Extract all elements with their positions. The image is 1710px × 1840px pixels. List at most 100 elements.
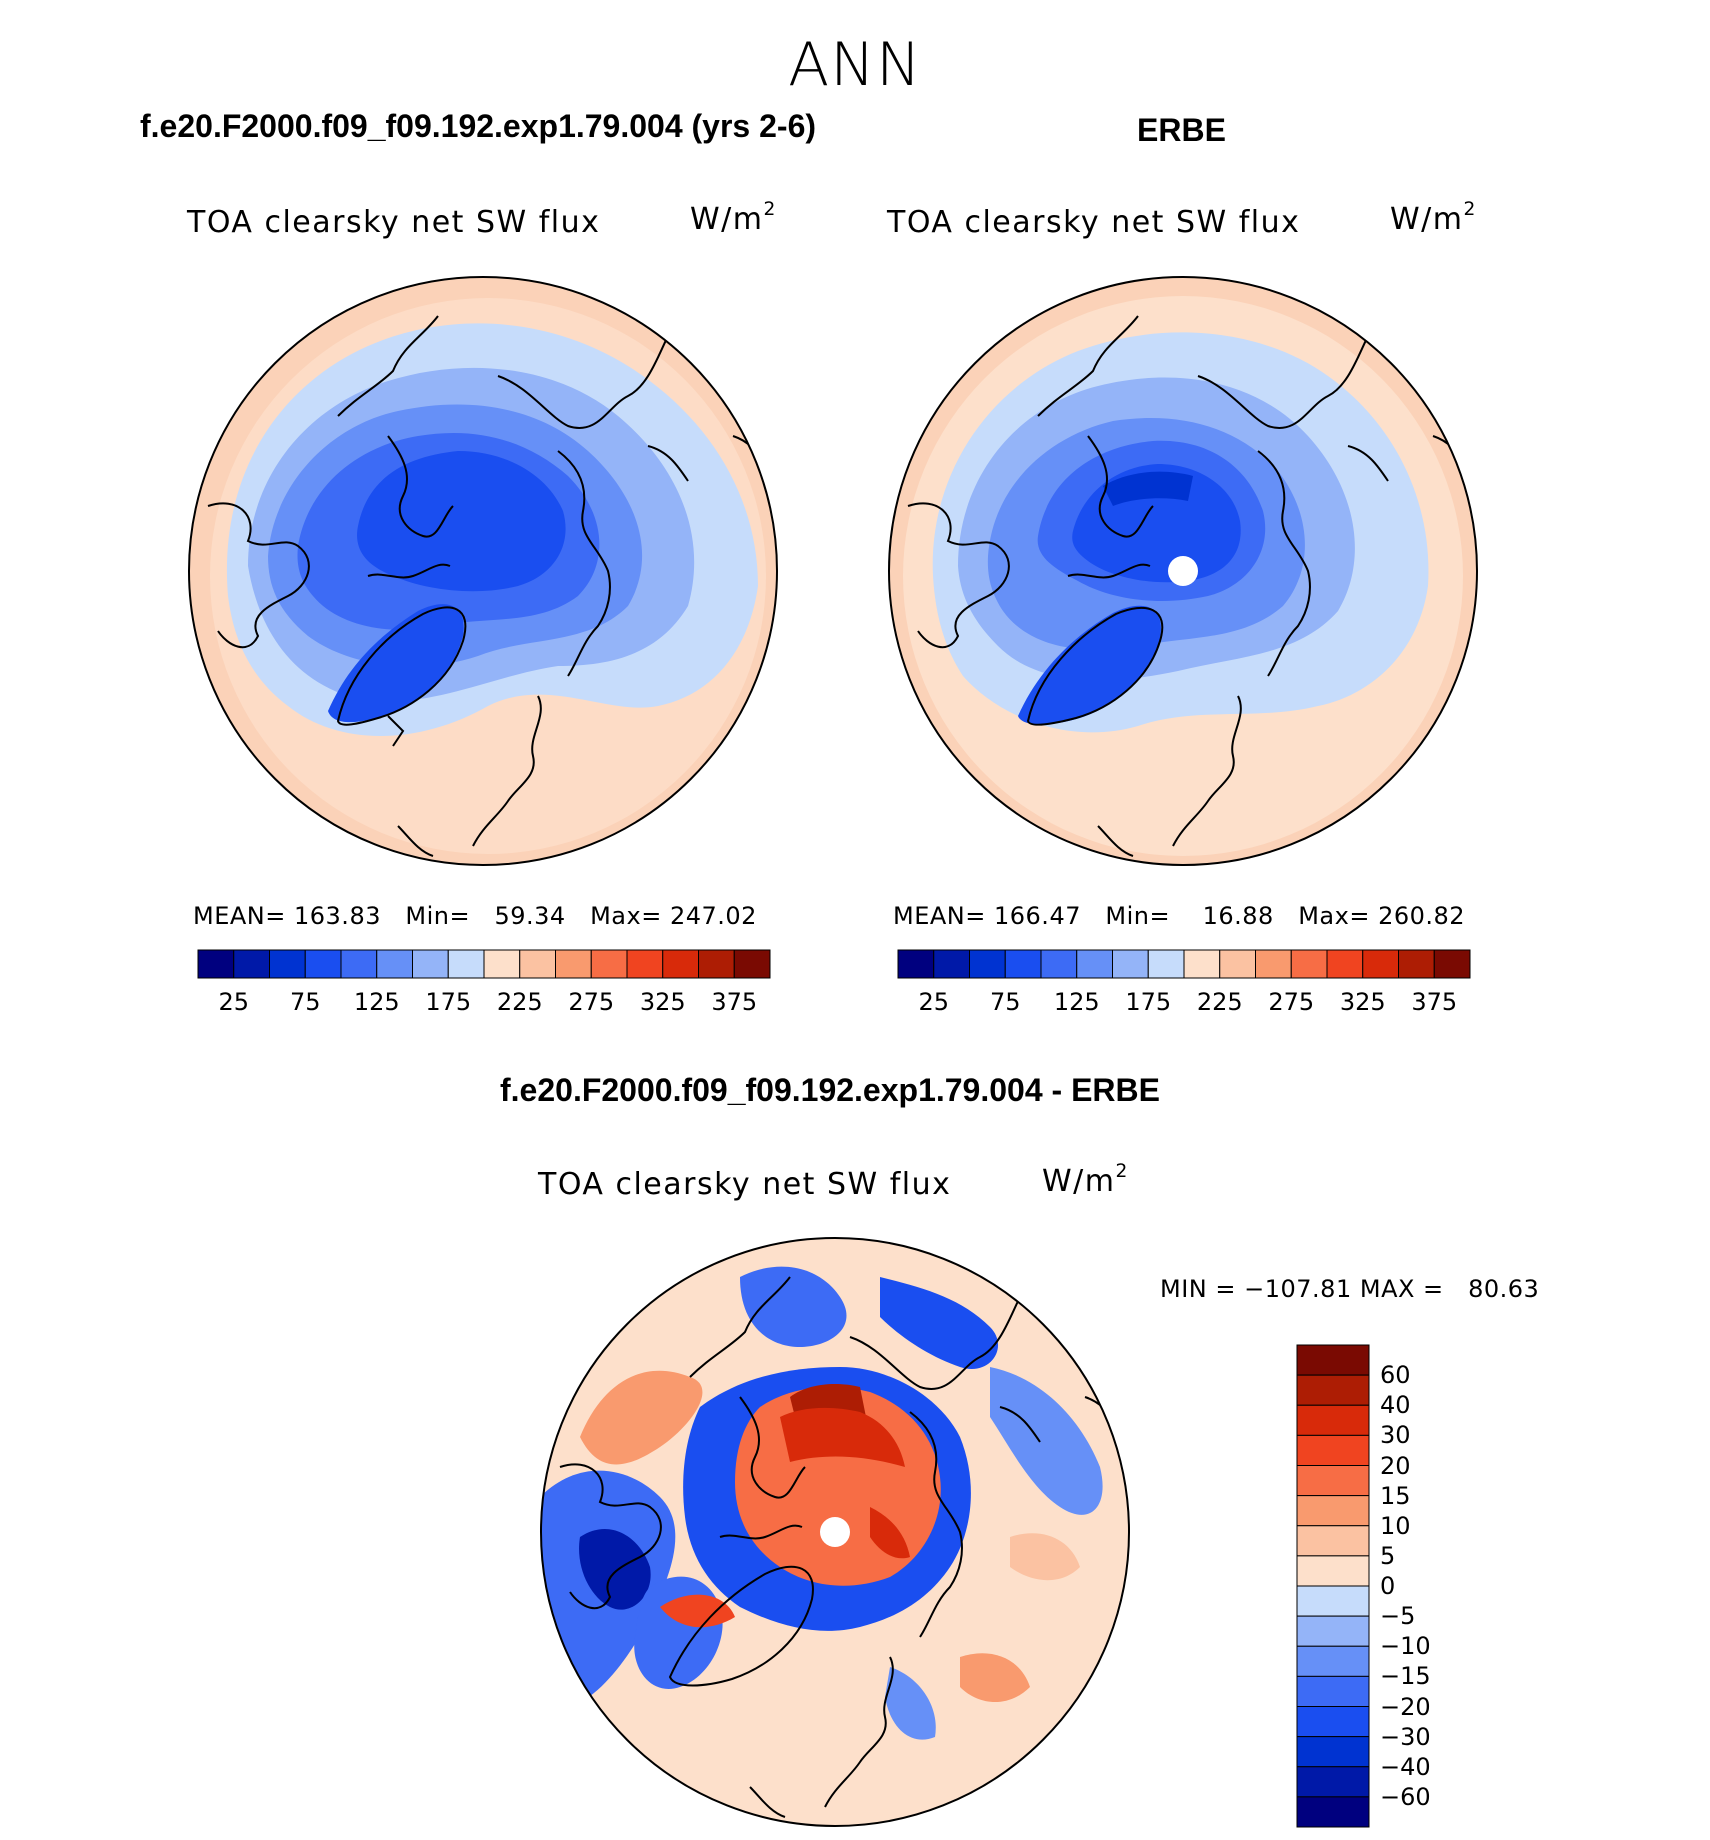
colorbar-swatch [340,949,378,979]
colorbar-tick-label: 25 [218,988,250,1016]
colorbar-swatch [1296,1615,1370,1647]
colorbar-tick-label: 275 [1268,988,1315,1016]
colorbar-swatch [1219,949,1256,979]
colorbar-tick-label: −5 [1380,1602,1416,1631]
colorbar-tick-label: −15 [1380,1662,1431,1691]
colorbar-tick-label: 375 [711,988,758,1016]
colorbar-tick-label: −30 [1380,1722,1431,1751]
colorbar-swatch [1362,949,1399,979]
obs-units-label: W/m2 [1390,199,1477,237]
colorbar-swatch [1183,949,1221,979]
colorbar-tick-label: 20 [1380,1451,1411,1480]
colorbar-swatch [933,949,970,979]
colorbar-tick-label: 30 [1380,1421,1411,1450]
colorbar-swatch [1398,949,1435,979]
colorbar-tick-label: 60 [1380,1361,1411,1390]
diff-panel-title: f.e20.F2000.f09_f09.192.exp1.79.004 - ER… [500,1072,1160,1108]
obs-polar-map [888,276,1478,866]
model-panel-title: f.e20.F2000.f09_f09.192.exp1.79.004 (yrs… [140,108,817,144]
colorbar-tick-label: 125 [1053,988,1100,1016]
diff-colorbar-labels: 60 40 30 20 15 10 5 0 −5 −10 −15 −20 −30 −40 −60 [1380,1345,1500,1827]
colorbar-tick-label: 325 [1339,988,1386,1016]
colorbar-tick-label: 15 [1380,1481,1411,1510]
colorbar-tick-label: 75 [289,988,321,1016]
colorbar-tick-label: −20 [1380,1692,1431,1721]
colorbar-swatch [590,949,628,979]
colorbar-tick-label: −40 [1380,1752,1431,1781]
colorbar-swatch [1326,949,1364,979]
figure-title: ANN [788,30,922,100]
colorbar-swatch [1112,949,1149,979]
model-polar-map [188,276,778,866]
colorbar-tick-label: −60 [1380,1782,1431,1811]
diff-field-label: TOA clearsky net SW flux [538,1167,952,1202]
colorbar-swatch [1296,1525,1370,1557]
colorbar-tick-label: 5 [1380,1541,1396,1570]
model-units-label: W/m2 [690,199,777,237]
obs-field-label: TOA clearsky net SW flux [887,205,1301,240]
colorbar-swatch [1296,1555,1370,1587]
colorbar-swatch [1296,1434,1370,1466]
colorbar-tick-label: 225 [1196,988,1243,1016]
colorbar-tick-label: 125 [353,988,400,1016]
colorbar-swatch [269,949,306,979]
obs-colorbar-labels: 25 75 125 175 225 275 325 375 [898,988,1470,1018]
obs-colorbar [897,949,1471,979]
colorbar-tick-label: 175 [425,988,472,1016]
colorbar-swatch [412,949,449,979]
model-field-label: TOA clearsky net SW flux [187,205,601,240]
diff-stats: MIN = −107.81 MAX = 80.63 [1160,1275,1540,1303]
colorbar-swatch [626,949,664,979]
colorbar-swatch [662,949,699,979]
colorbar-swatch [1296,1374,1370,1406]
colorbar-swatch [698,949,735,979]
colorbar-swatch [1296,1585,1370,1617]
colorbar-swatch [555,949,592,979]
colorbar-swatch [1433,949,1471,979]
colorbar-swatch [1076,949,1113,979]
colorbar-swatch [1040,949,1078,979]
colorbar-swatch [1255,949,1292,979]
colorbar-swatch [519,949,556,979]
colorbar-swatch [1290,949,1328,979]
colorbar-swatch [1296,1766,1370,1798]
colorbar-swatch [1296,1645,1370,1677]
colorbar-swatch [1296,1465,1370,1497]
colorbar-swatch [1296,1344,1370,1376]
colorbar-swatch [447,949,485,979]
colorbar-swatch [376,949,413,979]
colorbar-tick-label: 275 [568,988,615,1016]
colorbar-tick-label: 175 [1125,988,1172,1016]
colorbar-tick-label: 225 [496,988,543,1016]
model-colorbar [197,949,771,979]
colorbar-swatch [1004,949,1042,979]
colorbar-tick-label: 0 [1380,1572,1396,1600]
colorbar-swatch [233,949,270,979]
colorbar-swatch [733,949,771,979]
colorbar-tick-label: 325 [639,988,686,1016]
colorbar-swatch [1296,1495,1370,1527]
obs-stats: MEAN= 166.47 Min= 16.88 Max= 260.82 [893,902,1466,930]
colorbar-swatch [969,949,1006,979]
colorbar-swatch [197,949,235,979]
colorbar-tick-label: 25 [918,988,950,1016]
colorbar-swatch [1296,1796,1370,1828]
colorbar-tick-label: 40 [1380,1391,1411,1420]
colorbar-swatch [1296,1706,1370,1738]
colorbar-swatch [483,949,521,979]
colorbar-tick-label: 10 [1380,1511,1411,1540]
colorbar-swatch [1296,1736,1370,1768]
colorbar-tick-label: 375 [1411,988,1458,1016]
colorbar-swatch [304,949,342,979]
colorbar-swatch [1296,1404,1370,1436]
diff-colorbar [1296,1344,1370,1828]
diff-units-label: W/m2 [1042,1161,1129,1199]
obs-panel-title: ERBE [1137,112,1226,148]
colorbar-swatch [1147,949,1185,979]
model-stats: MEAN= 163.83 Min= 59.34 Max= 247.02 [193,902,757,930]
diff-polar-map [540,1237,1130,1827]
model-colorbar-labels: 25 75 125 175 225 275 325 375 [198,988,770,1018]
colorbar-swatch [1296,1675,1370,1707]
colorbar-tick-label: −10 [1380,1632,1431,1661]
colorbar-swatch [897,949,935,979]
